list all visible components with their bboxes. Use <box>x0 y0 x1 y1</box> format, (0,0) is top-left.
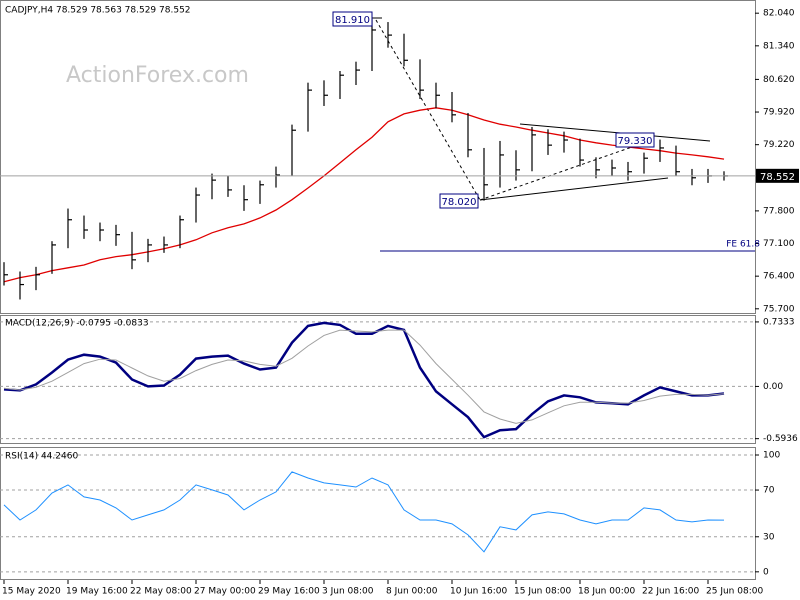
y-tick-label: 30 <box>763 532 775 542</box>
y-tick-label: 76.400 <box>763 272 795 282</box>
pane-title: CADJPY,H4 78.529 78.563 78.529 78.552 <box>5 6 191 16</box>
y-tick-label: 70 <box>763 486 775 496</box>
triangle-line <box>519 123 711 142</box>
y-tick-label: 100 <box>763 451 780 461</box>
y-tick-label: 80.620 <box>763 75 795 85</box>
watermark: ActionForex.com <box>66 63 249 88</box>
x-tick-label: 22 May 08:00 <box>130 587 192 597</box>
annotation: FE 61.8 <box>726 240 760 250</box>
x-tick-label: 10 Jun 16:00 <box>450 587 507 597</box>
indicator-line <box>3 329 725 424</box>
fib-line <box>375 19 481 201</box>
fib-line <box>479 139 653 201</box>
last-price-box <box>756 168 799 183</box>
annotation-box <box>439 193 479 209</box>
x-tick-label: 18 Jun 00:00 <box>578 587 635 597</box>
y-tick-label: 77.100 <box>763 239 795 249</box>
annotation: 79.330 <box>618 136 653 147</box>
pane-title: RSI(14) 44.2460 <box>5 452 78 462</box>
x-tick-label: 29 May 16:00 <box>258 587 320 597</box>
annotation-box <box>615 132 655 148</box>
y-tick-label: 75.700 <box>763 304 795 314</box>
annotation: 81.910 <box>335 15 370 26</box>
macd-pane-frame <box>0 315 756 444</box>
y-tick-label: 79.920 <box>763 108 795 118</box>
y-tick-label: 79.220 <box>763 140 795 150</box>
x-tick-label: 22 Jun 16:00 <box>642 587 699 597</box>
y-tick-label: 0.7333 <box>763 317 795 327</box>
y-tick-label: -0.5936 <box>763 434 798 444</box>
x-tick-label: 15 Jun 08:00 <box>514 587 571 597</box>
annotation-box <box>332 11 373 27</box>
rsi-pane-frame <box>0 447 756 580</box>
pane-title: MACD(12,26,9) -0.0795 -0.0833 <box>5 319 149 329</box>
annotation: 78.020 <box>442 197 477 208</box>
x-tick-label: 3 Jun 08:00 <box>322 587 374 597</box>
price-pane-frame <box>0 0 756 314</box>
y-tick-label: 82.040 <box>763 9 795 19</box>
y-tick-label: 77.800 <box>763 206 795 216</box>
x-tick-label: 8 Jun 00:00 <box>386 587 438 597</box>
y-tick-label: 81.340 <box>763 41 795 51</box>
moving-average <box>3 107 725 283</box>
x-tick-label: 15 May 2020 <box>2 587 61 597</box>
drawing-objects <box>372 17 755 252</box>
x-tick-label: 27 May 00:00 <box>194 587 256 597</box>
triangle-line <box>479 177 669 201</box>
x-tick-label: 25 Jun 08:00 <box>706 587 763 597</box>
last-price-label: 78.552 <box>760 172 795 183</box>
y-tick-label: 0 <box>763 567 769 577</box>
y-tick-label: 0.00 <box>763 382 783 392</box>
x-tick-label: 19 May 16:00 <box>66 587 128 597</box>
indicator-line <box>3 471 725 553</box>
